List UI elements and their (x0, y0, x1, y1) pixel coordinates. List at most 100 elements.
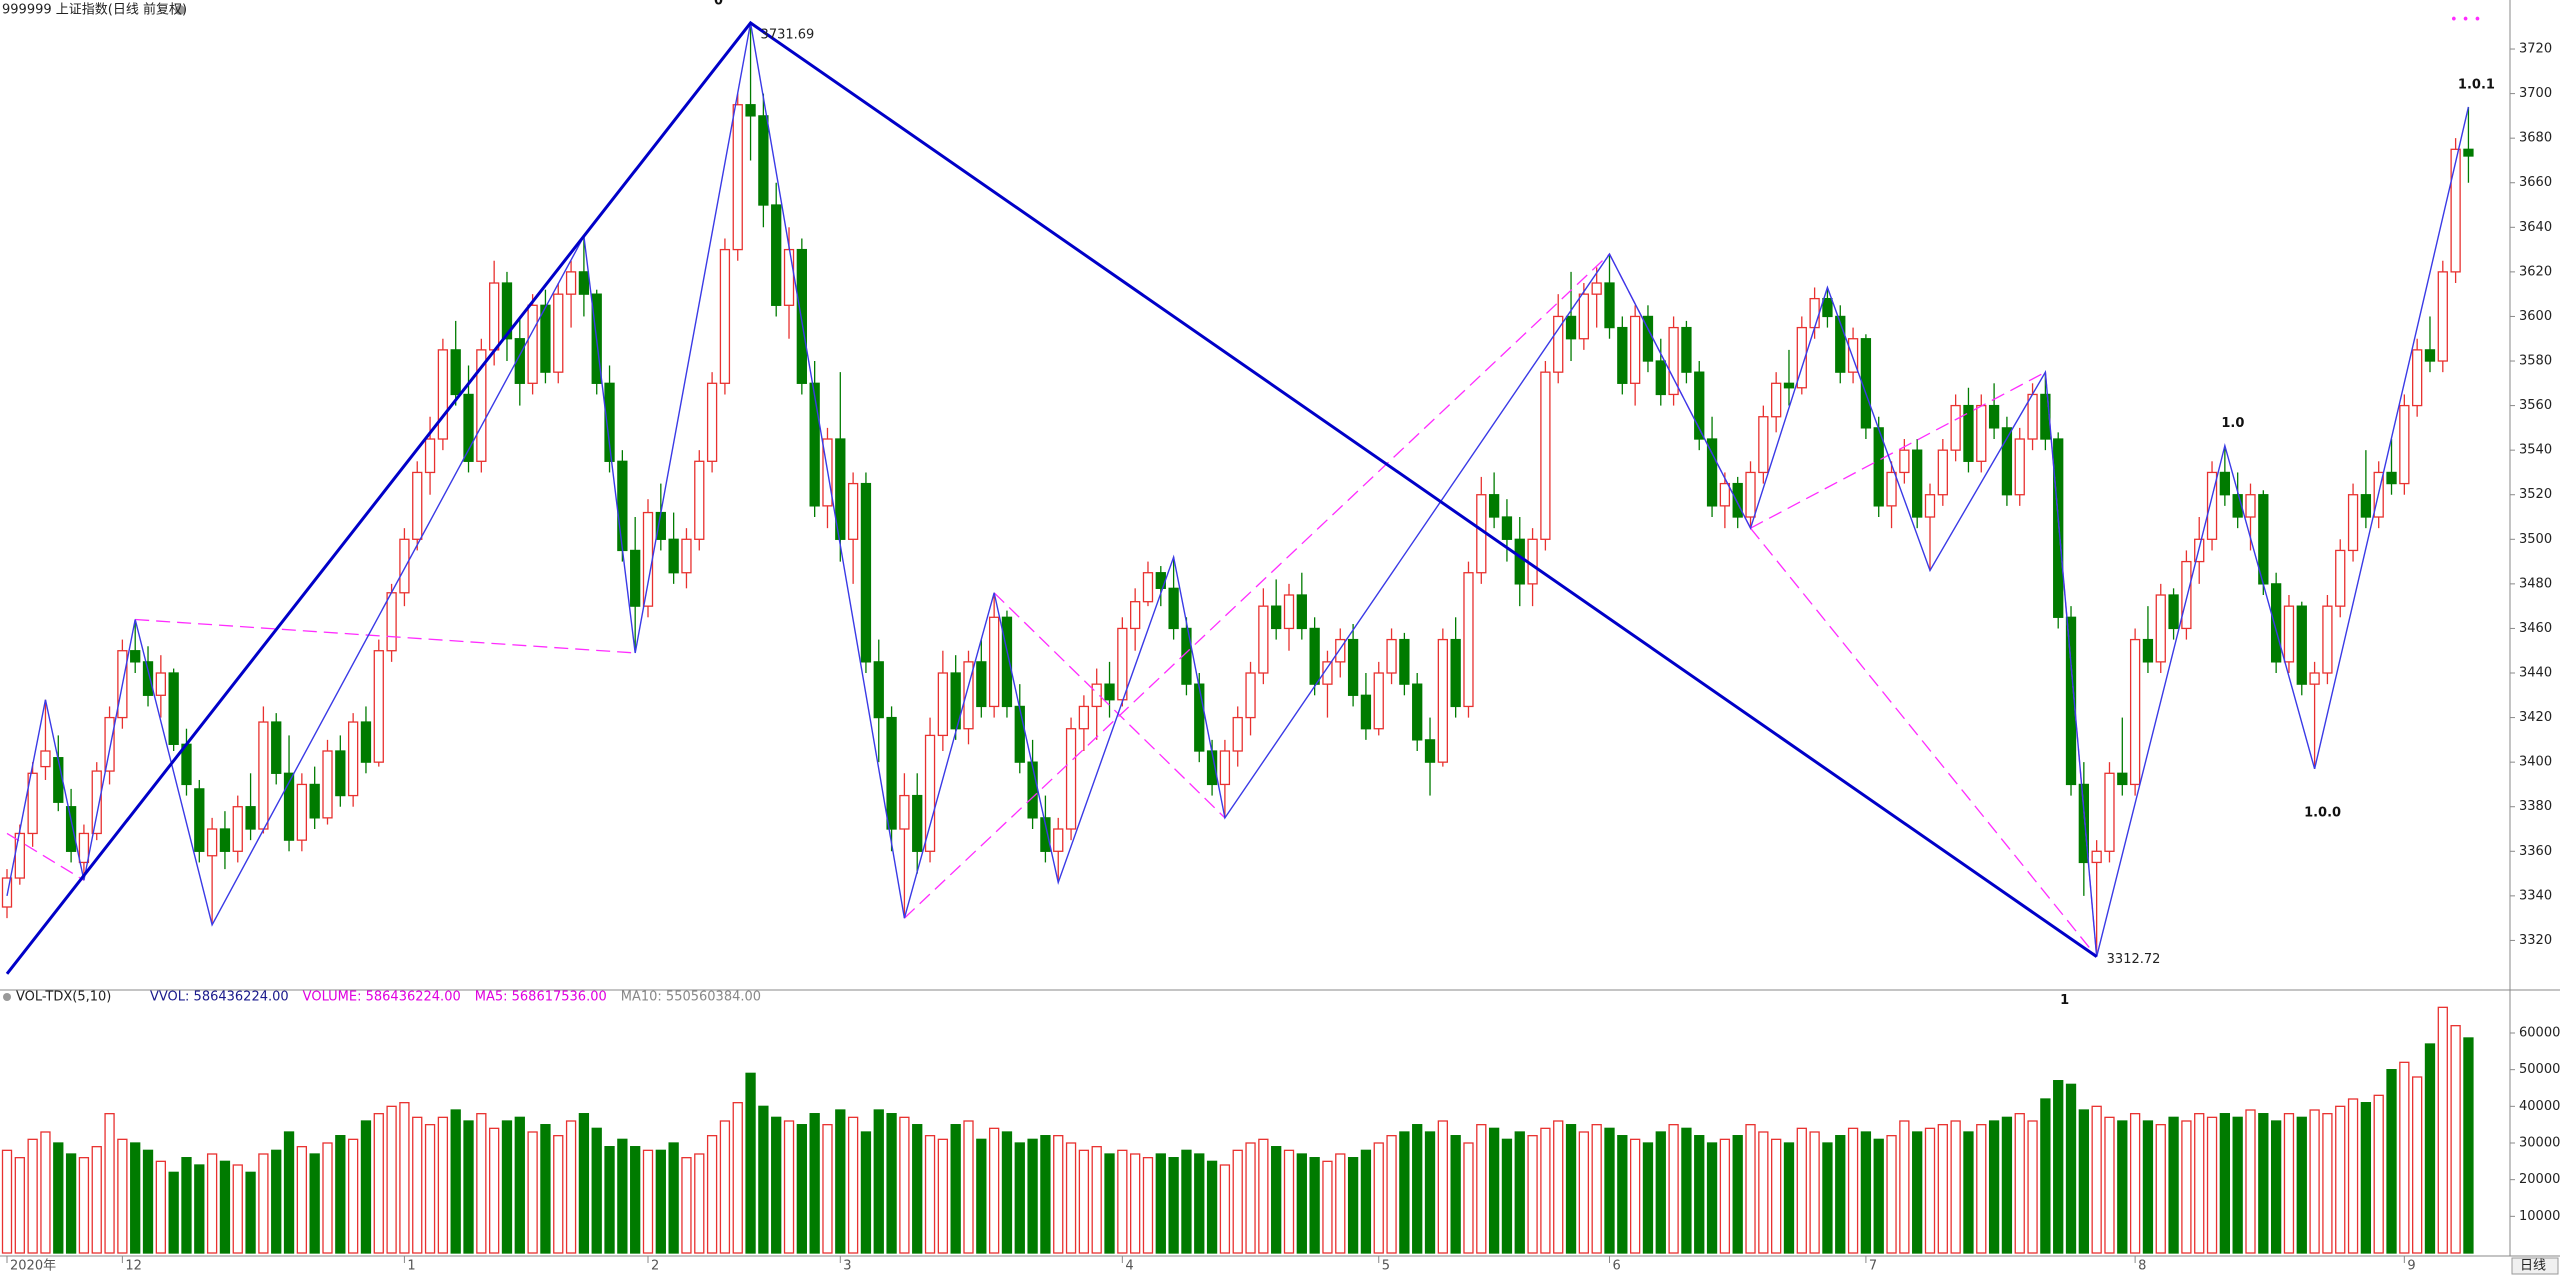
y-tick-label: 3340 (2519, 888, 2552, 903)
candle-body (2232, 494, 2243, 518)
candle-body (373, 650, 384, 763)
volume-bar (1668, 1124, 1679, 1254)
volume-bar (1886, 1135, 1897, 1254)
candle-body (386, 592, 397, 652)
candle-body (309, 783, 320, 819)
candle-body (53, 757, 64, 803)
candle-body (1924, 494, 1936, 518)
candle-body (2437, 271, 2448, 362)
volume-bar (2258, 1113, 2269, 1254)
volume-bar (2270, 1120, 2282, 1254)
volume-bar (719, 1120, 731, 1254)
volume-bar (988, 1127, 1000, 1254)
volume-y-tick-label: 60000 (2519, 1026, 2560, 1041)
volume-bar (1617, 1135, 1628, 1254)
volume-bar (2129, 1113, 2141, 1254)
y-tick-label: 3560 (2519, 398, 2552, 413)
volume-bar (2142, 1120, 2154, 1254)
y-tick-label: 3480 (2519, 576, 2552, 591)
candle-body (2399, 404, 2410, 485)
candle-body (514, 338, 525, 384)
y-tick-label: 3600 (2519, 309, 2552, 324)
volume-bar (1271, 1146, 1282, 1254)
candle-body (758, 115, 769, 206)
candle-body (78, 832, 90, 864)
volume-bar (1924, 1127, 1936, 1254)
volume-bar (2168, 1116, 2179, 1254)
candle-body (1335, 638, 1346, 663)
candle-body (322, 750, 333, 819)
volume-bar (796, 1124, 807, 1254)
volume-bar (91, 1146, 102, 1254)
volume-bar (1373, 1142, 1384, 1254)
candle-body (1001, 616, 1013, 708)
candle-body (271, 721, 282, 774)
x-tick-label: 12 (125, 1259, 142, 1274)
volume-icon[interactable] (3, 993, 11, 1001)
volume-bar (578, 1113, 590, 1254)
candle-body (2181, 560, 2192, 630)
candle-body (1245, 672, 1256, 719)
y-tick-label: 3500 (2519, 532, 2552, 547)
candle-body (937, 672, 949, 737)
volume-bar (2027, 1120, 2038, 1254)
volume-bar (1783, 1142, 1795, 1254)
candle-body (630, 549, 641, 607)
title-icon[interactable] (175, 5, 185, 15)
candle-body (1283, 594, 1295, 630)
candle-body (206, 828, 218, 857)
period-tab[interactable] (2511, 1257, 2559, 1275)
volume-bar (655, 1149, 666, 1254)
candle-body (1950, 404, 1961, 451)
candle-body (771, 204, 782, 306)
candle-body (2450, 148, 2461, 273)
volume-legend: VVOL: 586436224.00 (150, 990, 289, 1005)
candle-body (1706, 438, 1718, 507)
candle-body (950, 672, 961, 730)
volume-y-tick-label: 20000 (2519, 1172, 2560, 1187)
volume-bar (1719, 1138, 1731, 1254)
volume-bar (2399, 1061, 2410, 1254)
y-tick-label: 3680 (2519, 131, 2552, 146)
volume-bar (1181, 1149, 1192, 1254)
wave-label: 0 (714, 0, 723, 8)
candle-body (424, 438, 436, 474)
volume-bar (1424, 1131, 1436, 1254)
volume-bar (1553, 1120, 1564, 1254)
volume-bar (1322, 1160, 1333, 1254)
volume-bar (758, 1105, 769, 1254)
volume-bar (2283, 1113, 2295, 1254)
volume-bar (2450, 1025, 2461, 1254)
volume-bar (245, 1171, 256, 1254)
volume-bar (2386, 1069, 2397, 1254)
candle-body (450, 349, 461, 396)
volume-bar (296, 1146, 308, 1254)
volume-y-tick-label: 50000 (2519, 1062, 2560, 1077)
volume-bar (386, 1105, 397, 1254)
volume-bar (1, 1149, 13, 1254)
candle-body (988, 616, 1000, 708)
candle-body (142, 661, 154, 696)
volume-bar (950, 1124, 961, 1254)
volume-bar (694, 1153, 705, 1254)
period-tab-label: 日线 (2520, 1259, 2546, 1274)
volume-bar (2424, 1043, 2436, 1254)
volume-bar (1399, 1131, 1410, 1254)
candle-body (540, 304, 551, 373)
candle-body (745, 104, 756, 117)
volume-bar (271, 1149, 282, 1254)
candle-body (476, 349, 487, 462)
candle-body (1976, 404, 1987, 462)
volume-bar (1527, 1135, 1538, 1254)
candle-body (2104, 772, 2115, 852)
volume-bar (2091, 1105, 2102, 1254)
x-tick-label: 4 (1125, 1259, 1133, 1274)
candle-body (2155, 594, 2166, 663)
x-tick-label: 1 (407, 1259, 415, 1274)
volume-bar (2104, 1116, 2115, 1254)
candle-body (2091, 850, 2102, 864)
volume-bar (463, 1120, 474, 1254)
chart-title: 999999 上证指数(日线 前复权) (2, 2, 187, 18)
